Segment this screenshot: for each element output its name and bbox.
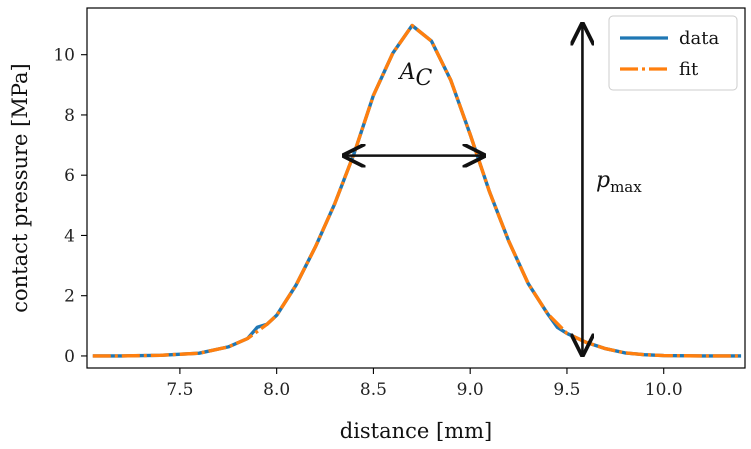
plot-marks — [92, 23, 742, 358]
legend-box — [608, 15, 738, 91]
area-label-subscript: C — [416, 66, 433, 91]
pmax-label-subscript: max — [610, 178, 642, 196]
series-line-fit — [92, 23, 742, 358]
legend: data fit — [608, 15, 738, 91]
y-tick-label: 4 — [64, 226, 75, 246]
area-label-main: A — [398, 60, 416, 85]
y-tick-label: 0 — [64, 347, 75, 367]
legend-label-data: data — [679, 28, 719, 49]
x-tick-label: 9.5 — [553, 380, 580, 400]
y-tick-label: 10 — [53, 46, 75, 66]
axis-ticks: 7.5 8.0 8.5 9.0 9.5 10.0 0 2 4 6 8 10 — [53, 46, 682, 400]
x-tick-label: 7.5 — [166, 380, 193, 400]
y-tick-label: 8 — [64, 106, 75, 126]
y-tick-label: 2 — [64, 287, 75, 307]
pmax-annotation: pmax — [596, 168, 642, 196]
pmax-label-text: pmax — [596, 168, 642, 196]
area-label-text: AC — [398, 60, 433, 91]
x-tick-label: 8.0 — [263, 380, 290, 400]
x-tick-label: 9.0 — [457, 380, 484, 400]
x-axis-label: distance [mm] — [340, 419, 493, 443]
y-axis-label: contact pressure [MPa] — [8, 63, 32, 313]
legend-label-fit: fit — [679, 59, 699, 80]
pmax-label-main: p — [596, 168, 610, 193]
x-tick-label: 10.0 — [645, 380, 683, 400]
area-annotation: AC — [398, 60, 433, 91]
x-tick-label: 8.5 — [360, 380, 387, 400]
y-tick-label: 6 — [64, 166, 75, 186]
axes-frame — [86, 7, 746, 369]
